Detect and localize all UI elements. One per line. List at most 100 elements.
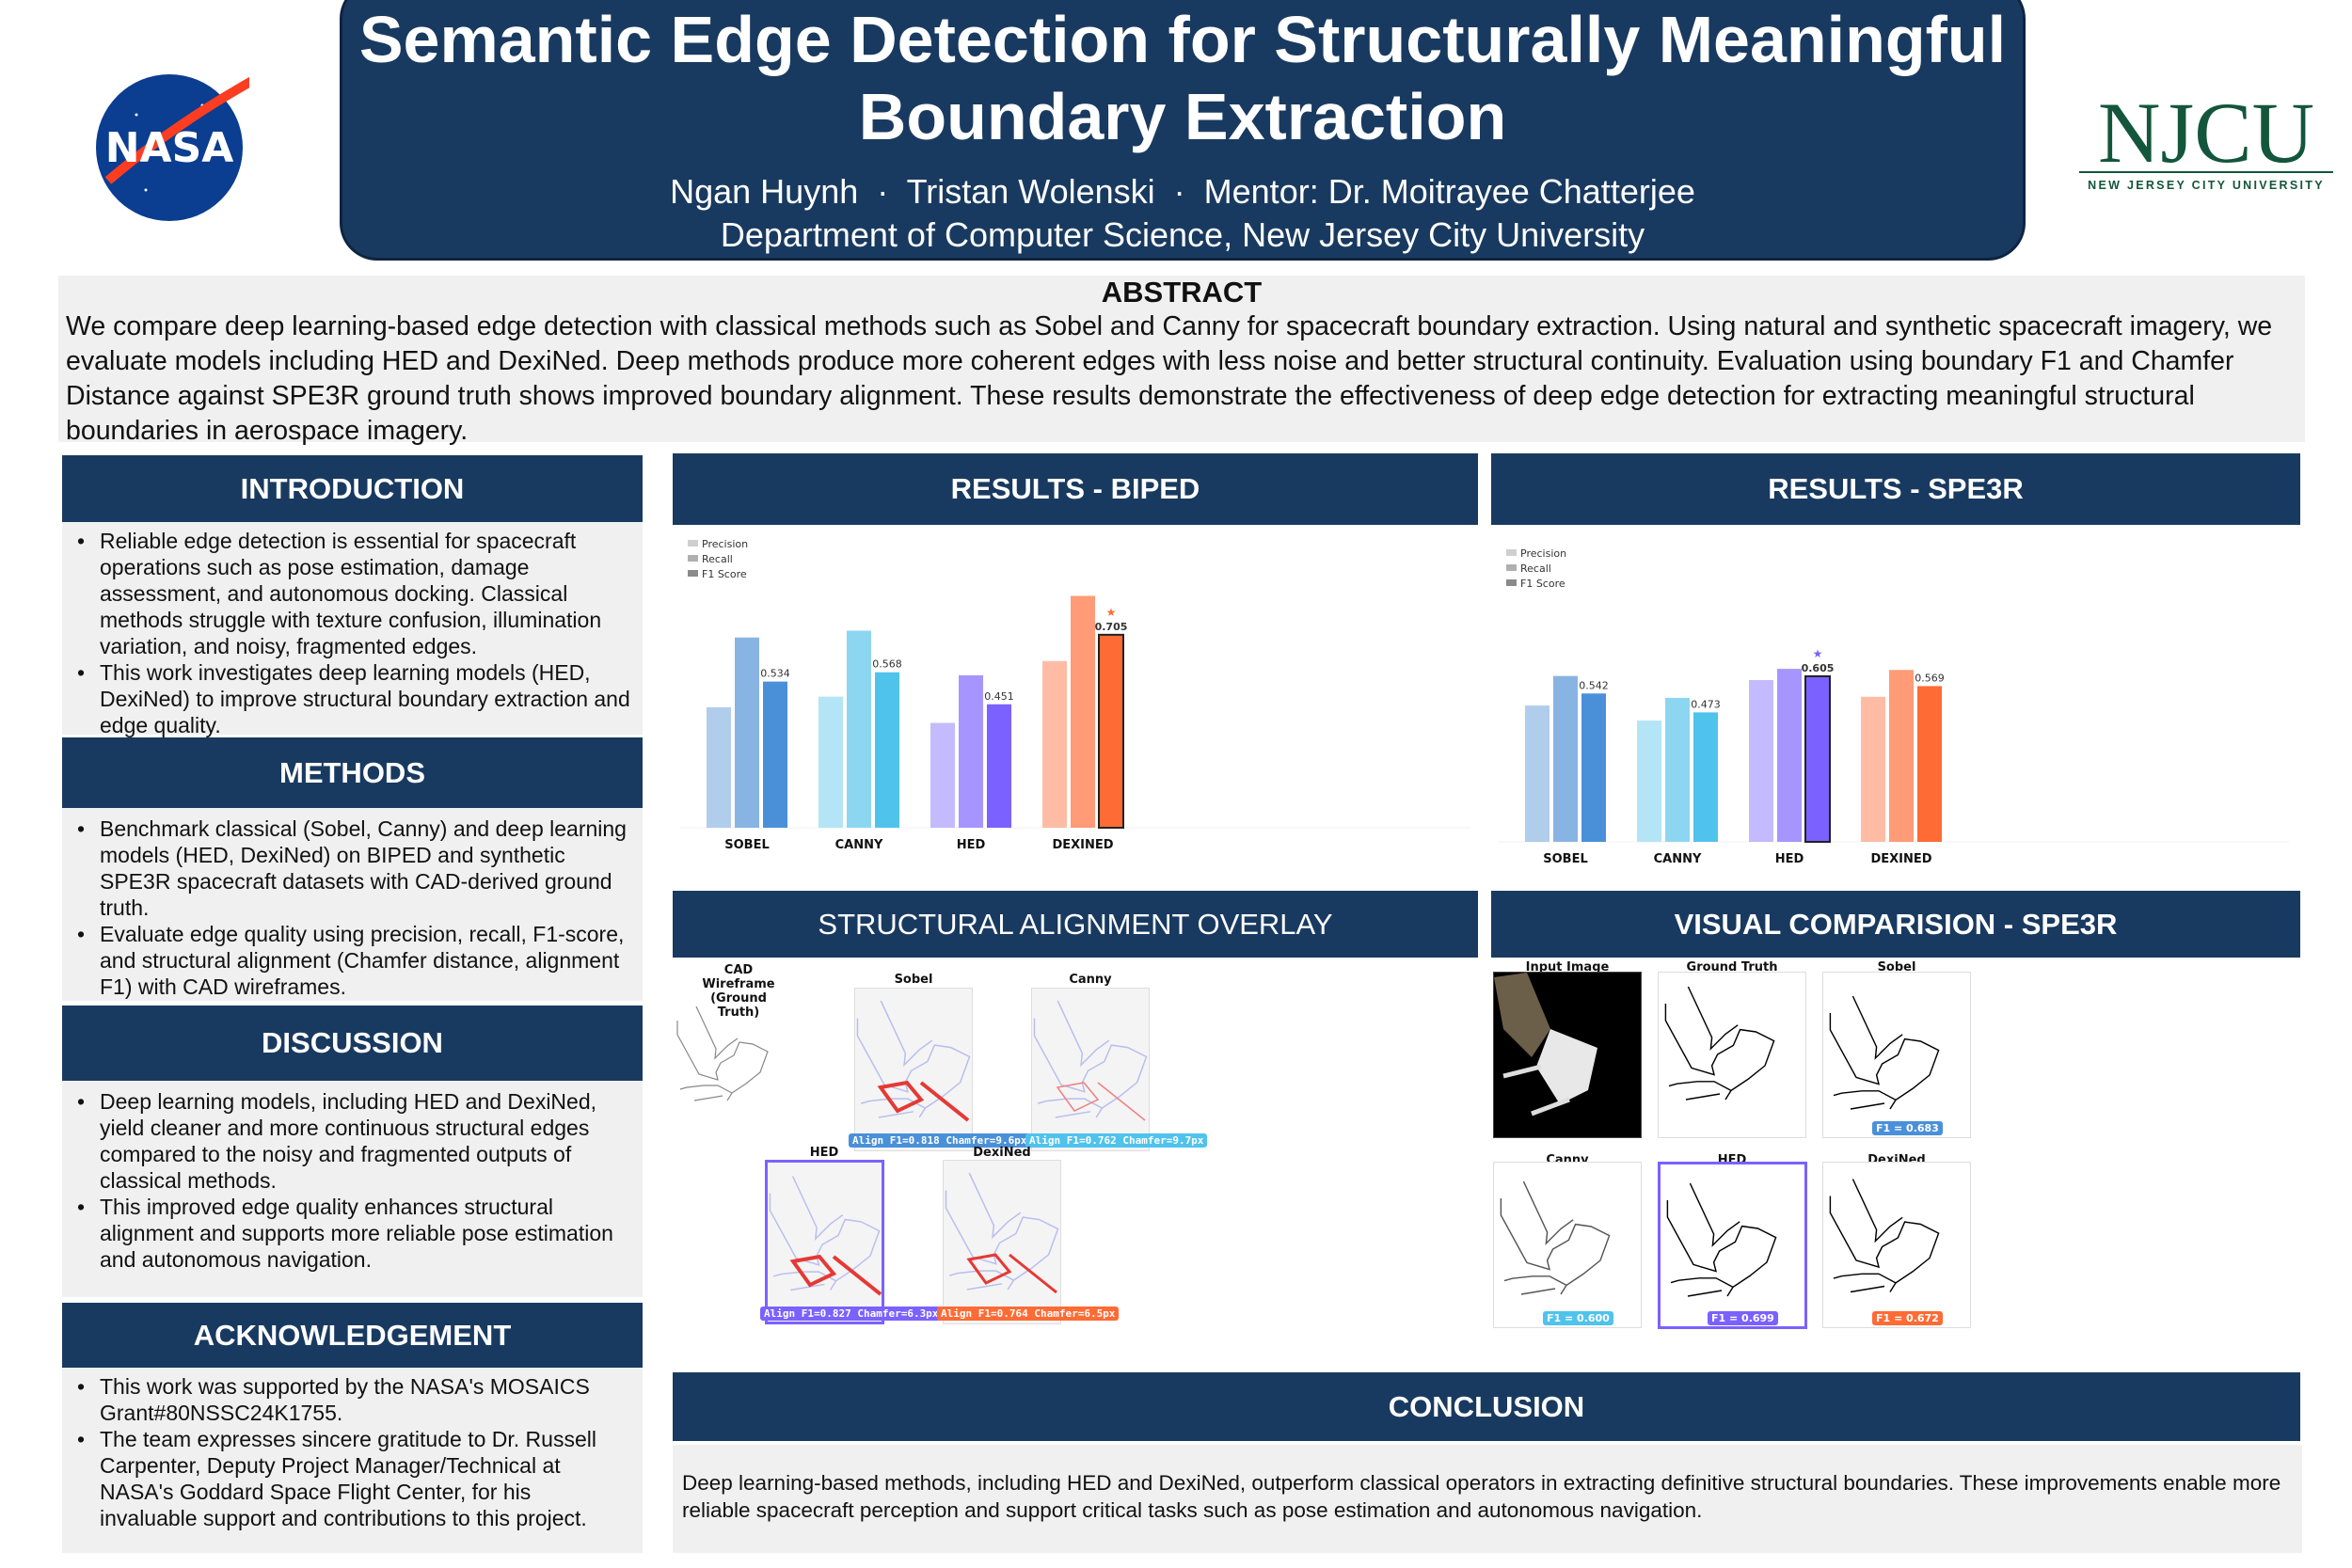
visual-canny-image: [1493, 1162, 1642, 1328]
results-biped-heading: RESULTS - BIPED: [673, 453, 1478, 525]
visual-sobel-label: F1 = 0.683: [1872, 1121, 1943, 1135]
bar-f1-score: [1581, 693, 1606, 842]
bar-recall: [1665, 697, 1690, 842]
list-item: Reliable edge detection is essential for…: [72, 528, 633, 659]
x-tick-label: SOBEL: [724, 838, 770, 852]
bar-f1-score: [1693, 712, 1718, 842]
results-spe3r-heading: RESULTS - SPE3R: [1491, 453, 2300, 525]
bar-recall: [1777, 669, 1802, 842]
cad-wireframe-title: CAD Wireframe (Ground Truth): [702, 963, 775, 1020]
visual-canny-label: F1 = 0.600: [1543, 1311, 1613, 1325]
list-item: This work investigates deep learning mod…: [72, 659, 633, 738]
overlay-canny-label: Align F1=0.762 Chamfer=9.7px: [1025, 1133, 1208, 1148]
department: Department of Computer Science, New Jers…: [720, 215, 1645, 254]
conclusion-heading: CONCLUSION: [673, 1372, 2300, 1441]
legend-swatch: [1506, 549, 1517, 556]
f1-data-label: 0.534: [760, 668, 790, 680]
introduction-body: Reliable edge detection is essential for…: [62, 522, 643, 738]
legend-swatch: [688, 555, 698, 562]
legend-label: Recall: [702, 553, 733, 565]
bar-precision: [930, 722, 955, 828]
legend-swatch: [1506, 564, 1517, 571]
visual-dexined-image: [1822, 1162, 1971, 1328]
introduction-heading: INTRODUCTION: [62, 455, 643, 522]
overlay-sobel-image: [854, 988, 973, 1151]
list-item: Evaluate edge quality using precision, r…: [72, 921, 633, 1000]
x-tick-label: SOBEL: [1543, 852, 1588, 866]
f1-data-label: 0.473: [1691, 698, 1721, 710]
discussion-heading: DISCUSSION: [62, 1006, 643, 1081]
f1-data-label: 0.542: [1579, 679, 1609, 691]
legend-label: F1 Score: [702, 568, 747, 580]
legend-label: Precision: [1520, 547, 1566, 560]
bar-f1-score: [763, 681, 787, 828]
overlay-hed-label: Align F1=0.827 Chamfer=6.3px: [760, 1307, 943, 1321]
abstract-heading: ABSTRACT: [1101, 276, 1263, 309]
x-tick-label: HED: [957, 838, 986, 852]
discussion-body: Deep learning models, including HED and …: [62, 1081, 643, 1297]
bar-precision: [1749, 680, 1773, 842]
visual-sobel-title: Sobel: [1877, 960, 1916, 974]
input-image-title: Input Image: [1525, 960, 1610, 974]
ground-truth-image: [1658, 972, 1806, 1138]
biped-bar-chart: Precision Recall F1 Score 0.534 SOBEL 0.568 CA…: [680, 538, 1470, 852]
spe3r-bar-chart: Precision Recall F1 Score 0.542 SOBEL 0.473 CA…: [1499, 547, 2289, 866]
conclusion-body: Deep learning-based methods, including H…: [673, 1445, 2302, 1553]
bar-recall: [959, 674, 983, 828]
acknowledgement-heading: ACKNOWLEDGEMENT: [62, 1303, 643, 1368]
bar-precision: [1637, 721, 1661, 842]
overlay-hed-image: [765, 1160, 884, 1324]
list-item: Deep learning models, including HED and …: [72, 1088, 633, 1194]
overlay-hed-title: HED: [809, 1146, 839, 1160]
list-item: Benchmark classical (Sobel, Canny) and d…: [72, 816, 633, 921]
bar-precision: [1042, 660, 1067, 828]
bar-recall: [1071, 595, 1095, 828]
input-image: [1493, 972, 1642, 1138]
abstract-text: We compare deep learning-based edge dete…: [66, 311, 2273, 446]
conclusion-text: Deep learning-based methods, including H…: [682, 1471, 2281, 1522]
njcu-logo-subtitle: NEW JERSEY CITY UNIVERSITY: [2088, 179, 2325, 192]
methods-body: Benchmark classical (Sobel, Canny) and d…: [62, 808, 643, 1001]
title-line-2: Boundary Extraction: [858, 80, 1507, 153]
bar-precision: [1525, 705, 1549, 842]
njcu-logo: NJCU NEW JERSEY CITY UNIVERSITY: [2079, 89, 2333, 198]
authors: Ngan Huynh · Tristan Wolenski · Mentor: …: [670, 172, 1695, 211]
f1-data-label: 0.569: [1915, 672, 1945, 684]
overlay-sobel-label: Align F1=0.818 Chamfer=9.6px: [849, 1133, 1031, 1148]
bar-f1-score: [987, 704, 1011, 828]
overlay-dexined-title: DexiNed: [973, 1146, 1031, 1160]
best-star-icon: ★: [1813, 647, 1823, 660]
ground-truth-title: Ground Truth: [1686, 960, 1778, 974]
overlay-canny-title: Canny: [1069, 973, 1112, 987]
overlay-dexined-image: [943, 1160, 1061, 1324]
acknowledgement-body: This work was supported by the NASA's MO…: [62, 1368, 643, 1553]
svg-text:NASA: NASA: [105, 124, 234, 172]
nasa-logo: NASA: [89, 68, 262, 228]
visual-hed-image: [1658, 1162, 1807, 1329]
f1-data-label: 0.568: [872, 658, 902, 671]
best-star-icon: ★: [1106, 606, 1117, 619]
visual-dexined-label: F1 = 0.672: [1872, 1311, 1943, 1325]
legend-label: F1 Score: [1520, 578, 1565, 590]
bar-f1-score: [1098, 633, 1124, 829]
f1-data-label: 0.451: [984, 690, 1014, 703]
x-tick-label: DEXINED: [1870, 852, 1931, 866]
legend-swatch: [688, 570, 698, 577]
legend-label: Recall: [1520, 562, 1551, 575]
bar-precision: [1861, 696, 1885, 842]
legend-label: Precision: [702, 538, 748, 550]
list-item: This work was supported by the NASA's MO…: [72, 1373, 633, 1426]
list-item: The team expresses sincere gratitude to …: [72, 1426, 633, 1531]
cad-wireframe-image: [676, 1006, 769, 1101]
x-tick-label: CANNY: [1654, 852, 1702, 866]
bar-precision: [707, 706, 731, 828]
njcu-logo-text: NJCU: [2079, 89, 2333, 176]
title-line-1: Semantic Edge Detection for Structurally…: [358, 3, 2007, 76]
x-tick-label: CANNY: [835, 838, 883, 852]
bar-recall: [1889, 670, 1914, 842]
visual-sobel-image: [1822, 972, 1971, 1138]
bar-recall: [1553, 675, 1578, 842]
f1-data-label: 0.605: [1802, 662, 1835, 674]
x-tick-label: DEXINED: [1052, 838, 1113, 852]
visual-hed-label: F1 = 0.699: [1708, 1311, 1778, 1325]
